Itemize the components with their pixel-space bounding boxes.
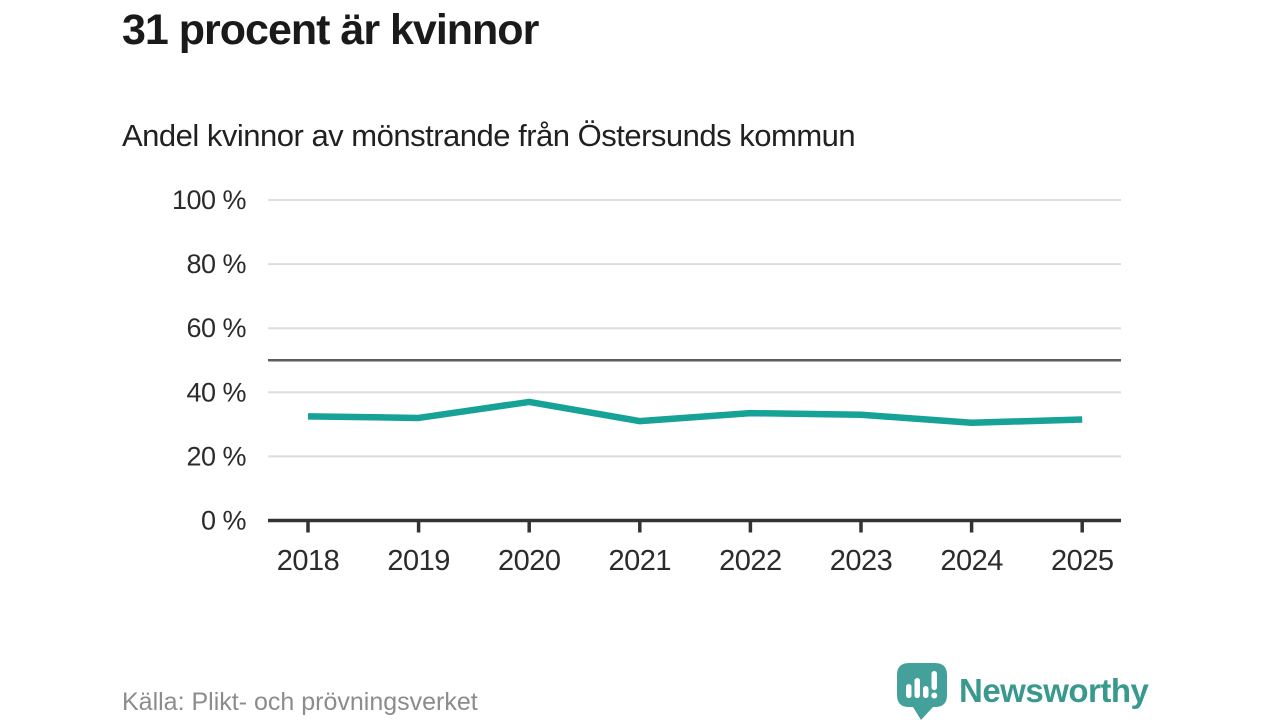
- source-caption: Källa: Plikt- och prövningsverket: [122, 688, 478, 716]
- speech-bubble-shape: [897, 663, 947, 720]
- newsworthy-wordmark: Newsworthy: [959, 672, 1149, 709]
- x-tick-label: 2022: [719, 545, 782, 577]
- y-tick-label: 20 %: [186, 441, 246, 471]
- x-tick-label: 2023: [830, 545, 893, 577]
- x-tick-label: 2019: [387, 545, 450, 577]
- y-tick-label: 0 %: [201, 506, 247, 536]
- newsworthy-icon: [897, 663, 947, 720]
- y-tick-label: 60 %: [186, 313, 246, 343]
- y-tick-label: 80 %: [186, 249, 246, 279]
- data-line: [307, 398, 1083, 426]
- x-tick-label: 2024: [940, 545, 1003, 577]
- chart-title: 31 procent är kvinnor: [122, 6, 539, 54]
- x-tick-label: 2020: [498, 545, 561, 577]
- chart-subtitle: Andel kvinnor av mönstrande från Östersu…: [122, 118, 856, 153]
- newsworthy-logo: Newsworthy: [897, 663, 1149, 720]
- y-tick-label: 100 %: [172, 185, 247, 215]
- x-tick-label: 2018: [277, 545, 340, 577]
- bar-chart-glyph: [906, 671, 938, 699]
- y-tick-label: 40 %: [186, 377, 246, 407]
- x-tick-label: 2025: [1051, 545, 1114, 577]
- x-tick-label: 2021: [609, 545, 672, 577]
